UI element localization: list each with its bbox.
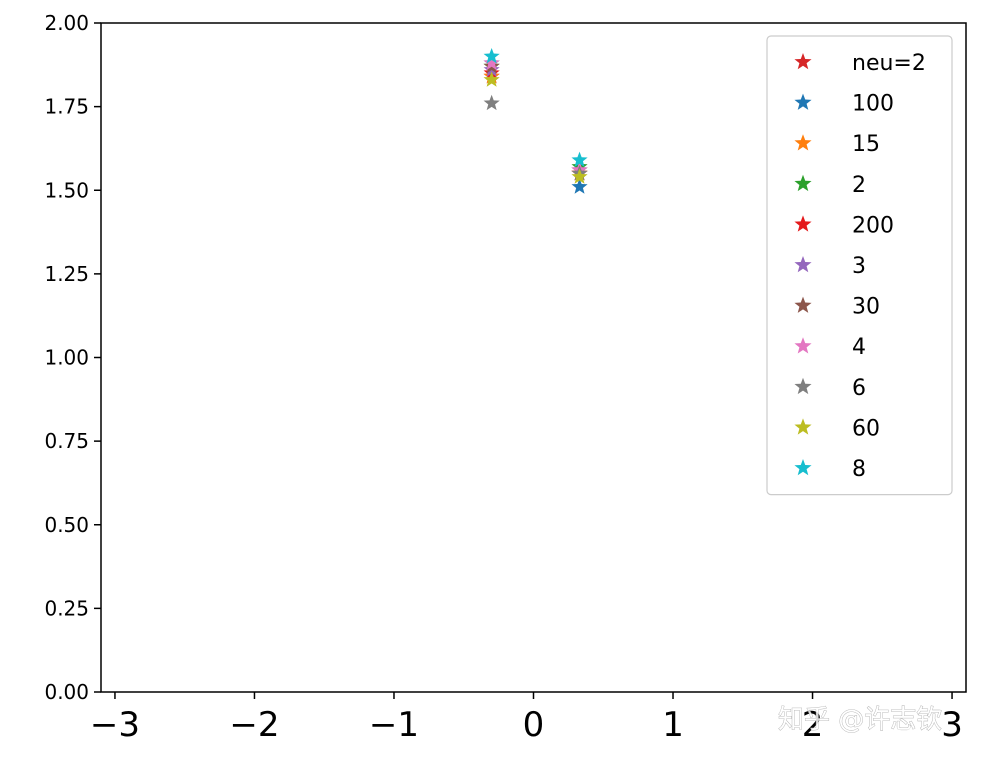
legend-label: 2 [852, 173, 866, 198]
watermark: 知乎 @许志钦 [778, 705, 942, 735]
legend-marker [794, 418, 812, 435]
y-tick-label: 2.00 [44, 11, 89, 35]
data-point [571, 168, 588, 184]
data-point [483, 54, 500, 71]
legend-marker [794, 256, 812, 273]
data-point [483, 94, 500, 111]
legend-marker [794, 377, 812, 395]
legend-box [766, 35, 953, 496]
y-tick-label: 1.50 [44, 178, 89, 202]
legend-marker [794, 174, 812, 192]
legend-marker [794, 337, 812, 354]
y-axis: 0.00 0.25 0.50 0.75 1.00 1.25 1.50 1.75 2.00 [44, 11, 101, 704]
y-tick-label: 0.25 [44, 596, 89, 620]
data-point [571, 178, 588, 194]
data-points [483, 47, 588, 194]
legend-marker [794, 53, 812, 70]
legend: neu=2 100 15 2 200 3 30 4 6 60 8 [766, 35, 953, 496]
legend-label: 4 [852, 335, 866, 360]
y-tick-label: 0.00 [44, 680, 89, 704]
legend-label: neu=2 [852, 51, 926, 76]
legend-marker [794, 93, 812, 110]
legend-marker [794, 134, 812, 151]
legend-label: 3 [852, 254, 866, 279]
legend-marker [794, 459, 812, 476]
x-tick-label: 1 [662, 705, 684, 745]
x-tick-label: −1 [369, 705, 419, 745]
data-point [483, 47, 500, 64]
legend-label: 60 [852, 416, 880, 441]
y-tick-label: 1.25 [44, 262, 89, 286]
x-tick-label: −2 [229, 705, 279, 745]
x-tick-label: 3 [941, 705, 963, 745]
data-point [571, 151, 588, 168]
legend-label: 100 [852, 92, 894, 117]
legend-label: 6 [852, 376, 866, 401]
legend-label: 8 [852, 457, 866, 482]
legend-marker [794, 215, 812, 232]
x-tick-label: 2 [802, 705, 824, 745]
legend-label: 15 [852, 132, 880, 157]
legend-label: 30 [852, 295, 880, 320]
data-point [483, 71, 500, 87]
y-tick-label: 0.50 [44, 513, 89, 537]
y-tick-label: 1.00 [44, 346, 89, 370]
legend-marker [794, 296, 812, 313]
x-tick-label: −3 [90, 705, 140, 745]
x-tick-label: 0 [523, 705, 545, 745]
legend-label: 200 [852, 213, 894, 238]
y-tick-label: 1.75 [44, 95, 89, 119]
y-tick-label: 0.75 [44, 429, 89, 453]
x-axis: −3 −2 −1 0 1 2 3 [90, 692, 963, 745]
